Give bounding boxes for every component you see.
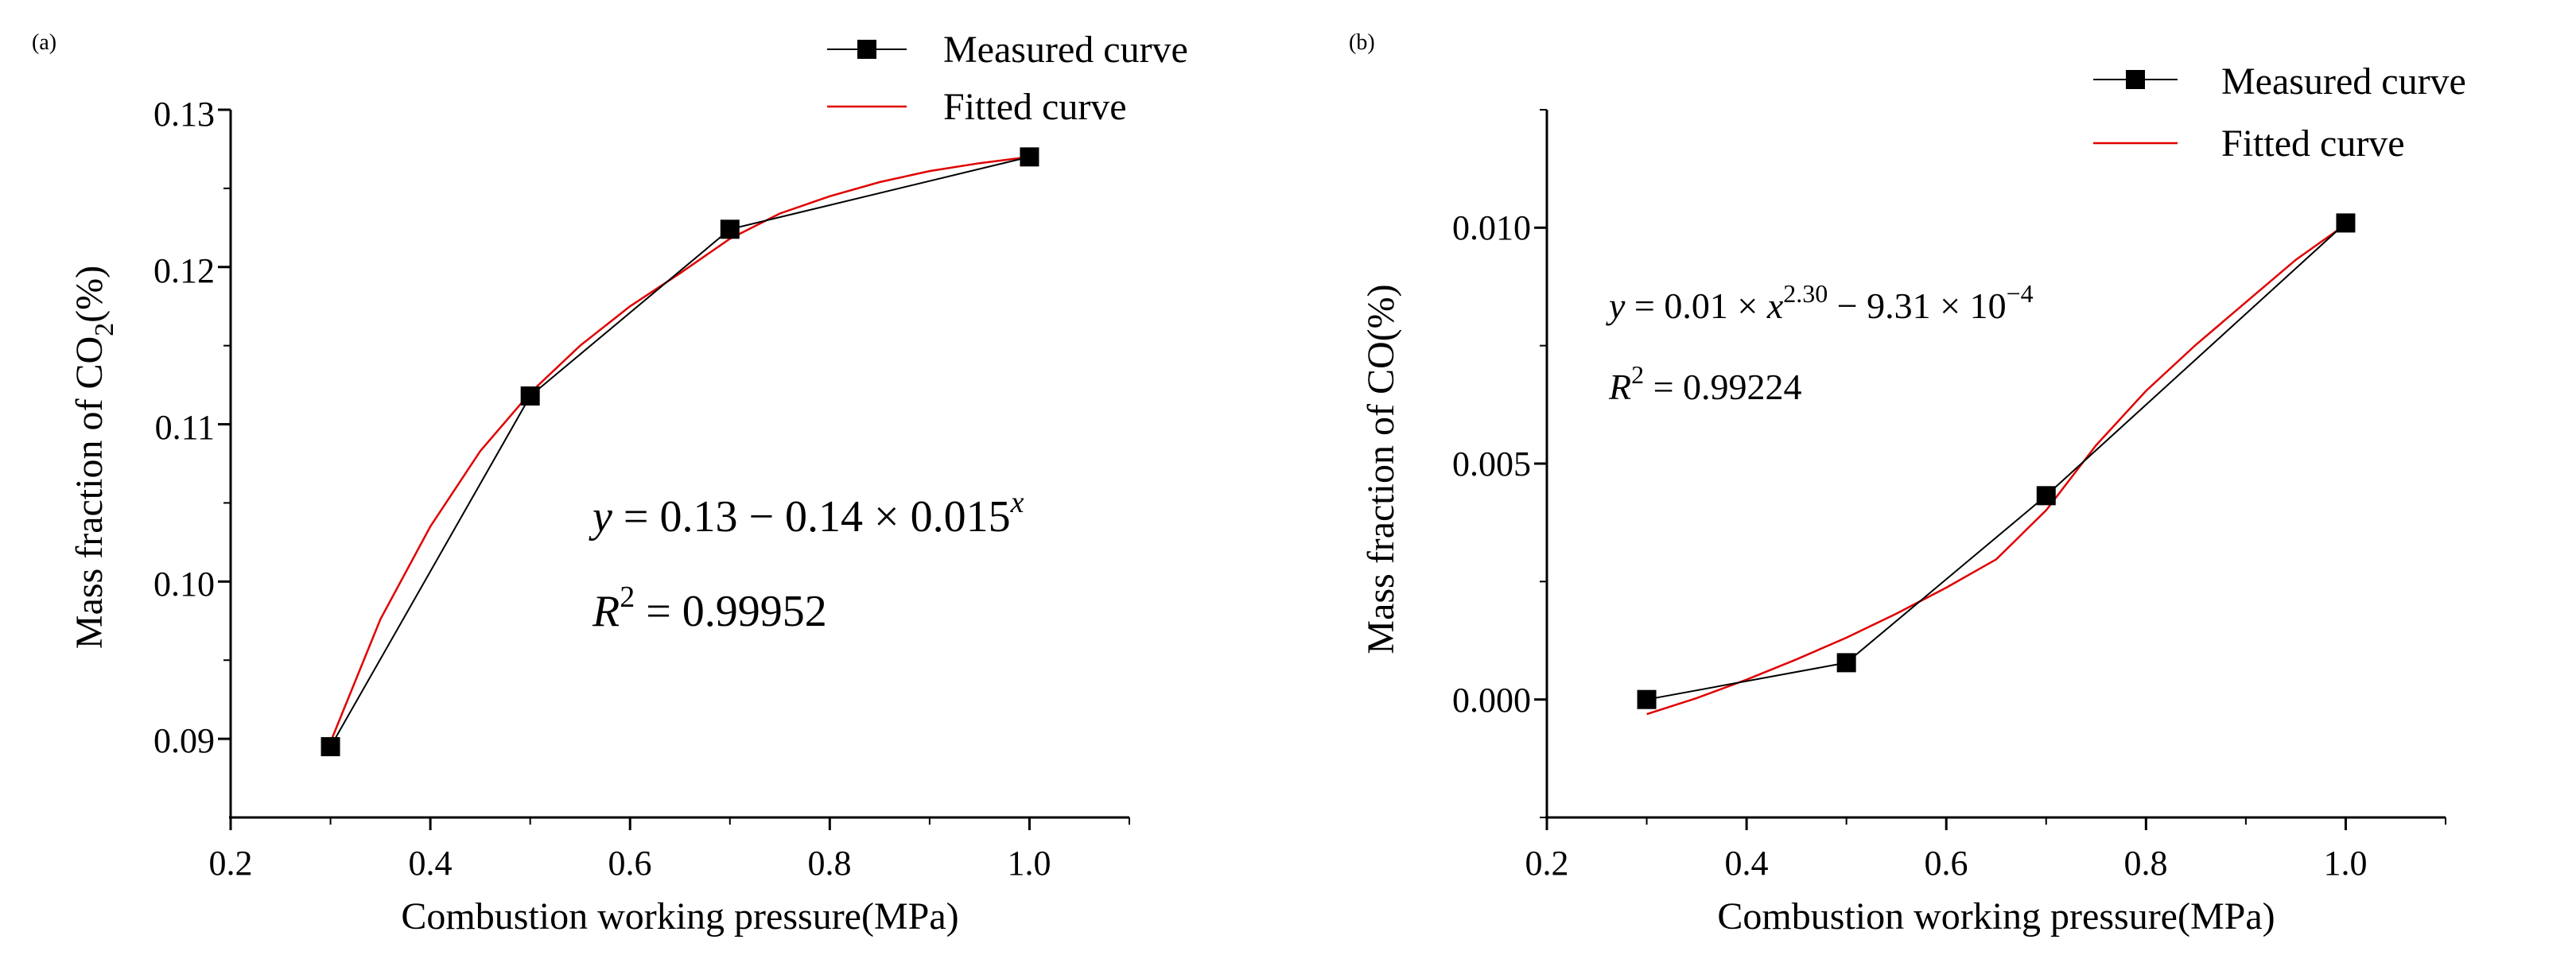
chart-b-measured-point — [2036, 486, 2056, 506]
chart-a-y-tick: 0.10 — [153, 565, 215, 604]
chart-b-series — [1637, 213, 2356, 716]
legend-measured-label: Measured curve — [943, 29, 1188, 71]
chart-b: (b) 0.2 0.4 0.6 0.8 1.0 0.000 0.005 0.01… — [1349, 30, 2466, 938]
chart-a-x-label: Combustion working pressure(MPa) — [401, 895, 958, 938]
chart-b-y-tick: 0.010 — [1452, 208, 1531, 247]
chart-a-measured-point — [321, 737, 340, 756]
chart-a-legend: Measured curve Fitted curve — [827, 29, 1188, 128]
chart-a-x-tick: 0.8 — [808, 844, 852, 883]
chart-a-y-label: Mass fraction of CO2(%) — [68, 266, 119, 649]
chart-a-x-tick: 0.2 — [209, 844, 253, 883]
chart-a: (a) 0.2 0.4 0.6 0.8 1.0 0.09 0.10 0.11 0… — [32, 29, 1188, 938]
chart-a-y-tick: 0.09 — [153, 721, 215, 760]
chart-b-measured-point — [1637, 689, 1657, 709]
chart-b-ticks — [1534, 109, 2446, 830]
chart-b-x-tick: 0.8 — [2124, 844, 2168, 883]
chart-a-ticks — [218, 108, 1130, 830]
chart-b-measured-point — [1836, 653, 1856, 673]
chart-b-y-tick: 0.005 — [1452, 445, 1531, 483]
panel-b-label: (b) — [1349, 30, 1375, 55]
chart-b-r2: R2 = 0.99224 — [1608, 360, 1802, 407]
chart-a-y-tick: 0.13 — [153, 95, 215, 134]
chart-a-measured-line — [329, 156, 1030, 747]
chart-b-measured-line — [1646, 222, 2347, 701]
chart-a-series — [321, 147, 1039, 756]
chart-a-x-tick: 0.6 — [608, 844, 652, 883]
legend-measured-marker — [857, 40, 876, 59]
chart-b-x-tick: 0.4 — [1725, 844, 1769, 883]
chart-a-measured-point — [1020, 147, 1039, 167]
legend-measured-marker — [2126, 70, 2145, 89]
chart-a-equation: y = 0.13 − 0.14 × 0.015x — [589, 486, 1024, 542]
legend-measured-label: Measured curve — [2221, 60, 2466, 103]
chart-b-x-tick: 1.0 — [2324, 844, 2368, 883]
chart-a-x-tick: 1.0 — [1008, 844, 1051, 883]
legend-fitted-label: Fitted curve — [943, 86, 1127, 128]
chart-a-measured-point — [520, 386, 540, 406]
chart-b-fitted-curve — [1646, 223, 2347, 716]
chart-b-legend: Measured curve Fitted curve — [2093, 60, 2466, 165]
chart-a-r2: R2 = 0.99952 — [592, 580, 827, 636]
chart-b-x-tick: 0.6 — [1925, 844, 1968, 883]
chart-b-x-label: Combustion working pressure(MPa) — [1717, 895, 2275, 938]
chart-a-measured-point — [720, 219, 740, 239]
legend-fitted-label: Fitted curve — [2221, 122, 2405, 165]
chart-a-x-tick: 0.4 — [409, 844, 453, 883]
chart-a-fitted-curve — [329, 156, 1030, 743]
chart-b-equation: y = 0.01 × x2.30 − 9.31 × 10−4 — [1606, 279, 2034, 326]
chart-a-y-tick: 0.12 — [153, 251, 215, 290]
panel-a-label: (a) — [32, 30, 56, 55]
chart-b-x-tick: 0.2 — [1525, 844, 1569, 883]
chart-a-y-tick: 0.11 — [155, 408, 215, 447]
chart-b-measured-point — [2336, 213, 2356, 233]
chart-b-y-label: Mass fraction of CO(%) — [1360, 284, 1402, 654]
chart-b-y-tick: 0.000 — [1452, 681, 1531, 720]
